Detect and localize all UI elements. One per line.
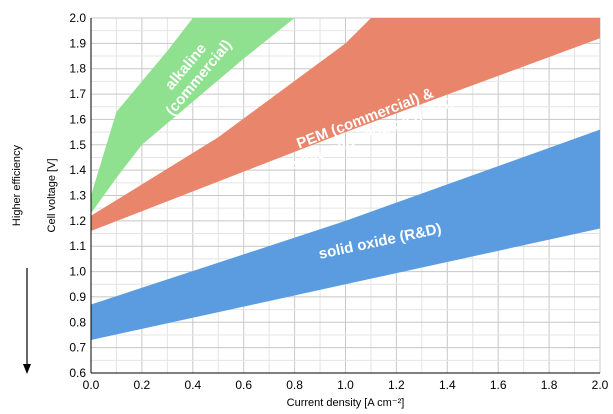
band-pem: [91, 18, 600, 231]
y-tick-label: 1.1: [69, 239, 86, 253]
bands: [91, 18, 600, 340]
higher-efficiency-arrow-icon: [23, 268, 31, 374]
y-tick-label: 0.7: [69, 341, 86, 355]
y-axis-title: Cell voltage [V]: [46, 159, 58, 233]
y-tick-label: 1.0: [69, 265, 86, 279]
arrow-head: [23, 364, 31, 374]
y-tick-label: 0.6: [69, 366, 86, 380]
band-alkaline: [91, 18, 295, 214]
x-tick-label: 1.4: [439, 378, 456, 392]
y-tick-label: 1.8: [69, 62, 86, 76]
y-tick-label: 1.4: [69, 163, 86, 177]
x-tick-label: 0.0: [83, 378, 100, 392]
x-tick-label: 2.0: [592, 378, 609, 392]
x-tick-label: 0.4: [184, 378, 201, 392]
x-tick-label: 0.2: [134, 378, 151, 392]
x-tick-label: 0.6: [235, 378, 252, 392]
higher-efficiency-label: Higher efficiency: [11, 144, 23, 226]
axes: 0.0 0.2 0.4 0.6 0.8 1.0 1.2 1.4 1.6 1.8 2.0 0.6 0.7 0…: [69, 11, 608, 392]
band-solid-oxide: [91, 129, 600, 340]
x-axis-title: Current density [A cm⁻²]: [287, 397, 405, 409]
y-tick-label: 1.7: [69, 87, 86, 101]
y-tick-label: 1.5: [69, 138, 86, 152]
y-tick-label: 1.2: [69, 214, 86, 228]
x-tick-label: 0.8: [286, 378, 303, 392]
x-tick-label: 1.8: [541, 378, 558, 392]
y-tick-label: 2.0: [69, 11, 86, 25]
y-tick-label: 0.8: [69, 315, 86, 329]
y-tick-label: 0.9: [69, 290, 86, 304]
y-tick-label: 1.3: [69, 189, 86, 203]
y-tick-label: 1.9: [69, 36, 86, 50]
x-tick-label: 1.6: [490, 378, 507, 392]
x-tick-label: 1.2: [388, 378, 405, 392]
y-tick-label: 1.6: [69, 112, 86, 126]
x-tick-label: 1.0: [337, 378, 354, 392]
